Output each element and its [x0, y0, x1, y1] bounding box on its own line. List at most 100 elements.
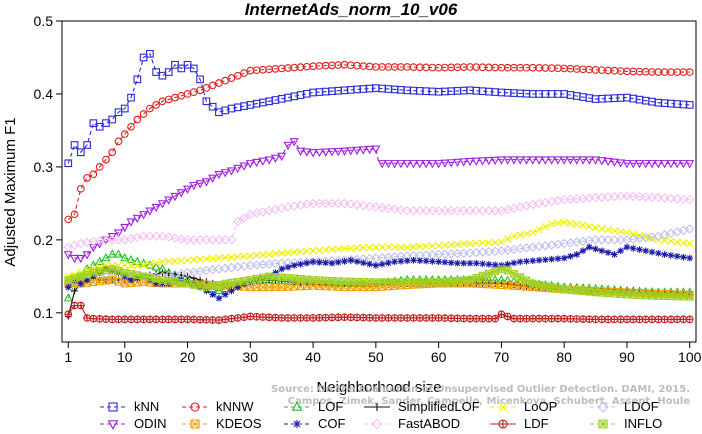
- legend-label: COF: [318, 416, 346, 431]
- data-point: [265, 272, 273, 281]
- data-point: [579, 247, 587, 255]
- data-point: [453, 277, 462, 285]
- data-point: [623, 315, 631, 324]
- data-point: [233, 164, 243, 174]
- legend-item: INFLO: [590, 416, 662, 431]
- data-point: [127, 261, 135, 270]
- data-point: [397, 243, 405, 251]
- data-point: [491, 261, 499, 269]
- data-point: [390, 160, 400, 169]
- data-point: [371, 418, 383, 430]
- data-point: [603, 235, 613, 245]
- data-point: [472, 239, 480, 247]
- data-point: [107, 235, 117, 245]
- legend-item: KDEOS: [182, 416, 262, 431]
- data-point: [509, 156, 519, 165]
- data-point: [283, 141, 293, 151]
- data-point: [466, 276, 474, 284]
- data-point: [566, 315, 575, 323]
- legend-label: SimplifiedLOF: [398, 399, 480, 414]
- data-point: [165, 257, 173, 266]
- data-point: [685, 101, 694, 109]
- data-point: [616, 159, 626, 168]
- data-point: [152, 274, 161, 283]
- data-point: [320, 198, 331, 209]
- data-point: [327, 148, 337, 157]
- data-point: [183, 315, 192, 324]
- data-point: [220, 169, 230, 178]
- data-point: [303, 259, 311, 267]
- data-point: [597, 315, 606, 324]
- data-point: [146, 273, 154, 282]
- data-point: [485, 314, 493, 323]
- series-inflo: [64, 265, 694, 301]
- data-point: [647, 160, 657, 169]
- data-point: [353, 258, 361, 265]
- data-point: [215, 79, 223, 87]
- data-point: [152, 259, 160, 267]
- data-point: [510, 314, 518, 323]
- data-point: [214, 171, 224, 180]
- data-point: [101, 253, 111, 262]
- data-point: [246, 312, 255, 321]
- data-point: [95, 267, 104, 276]
- data-point: [447, 277, 456, 286]
- data-point: [567, 252, 574, 260]
- data-point: [339, 198, 350, 209]
- data-point: [328, 313, 336, 322]
- data-point: [346, 313, 355, 322]
- data-point: [70, 141, 79, 149]
- data-point: [497, 238, 506, 246]
- legend-item: LoOP: [490, 399, 557, 414]
- chart-title: InternetAds_norm_10_v06: [245, 0, 458, 19]
- data-point: [446, 205, 456, 216]
- y-tick-label: 0.3: [34, 159, 54, 175]
- data-point: [421, 160, 431, 169]
- data-point: [220, 235, 230, 245]
- data-point: [234, 253, 242, 261]
- data-point: [64, 215, 73, 224]
- data-point: [372, 262, 380, 269]
- data-point: [441, 277, 449, 286]
- data-point: [391, 258, 398, 266]
- data-point: [372, 314, 380, 322]
- data-point: [660, 292, 669, 301]
- data-point: [659, 193, 670, 203]
- data-point: [560, 254, 568, 262]
- data-point: [89, 170, 98, 179]
- data-point: [673, 252, 681, 260]
- data-point: [541, 314, 550, 323]
- data-point: [358, 146, 368, 155]
- data-point: [95, 122, 104, 131]
- data-point: [415, 205, 425, 216]
- data-point: [554, 314, 562, 323]
- data-point: [69, 278, 80, 287]
- legend-label: ODIN: [134, 416, 167, 431]
- data-point: [634, 191, 645, 202]
- data-point: [102, 119, 110, 127]
- data-point: [126, 218, 136, 227]
- data-point: [114, 137, 123, 146]
- data-point: [290, 248, 298, 256]
- data-point: [497, 265, 506, 273]
- data-point: [383, 160, 393, 169]
- data-point: [234, 283, 242, 291]
- x-tick-label: 40: [305, 349, 321, 365]
- data-point: [673, 315, 682, 324]
- data-point: [591, 156, 601, 165]
- x-tick-label: 10: [117, 349, 133, 365]
- data-point: [634, 160, 645, 169]
- data-point: [434, 160, 444, 169]
- data-point: [327, 198, 337, 209]
- data-point: [334, 245, 342, 253]
- data-point: [389, 204, 400, 214]
- data-point: [202, 84, 211, 92]
- data-point: [189, 181, 199, 191]
- data-point: [503, 235, 512, 243]
- data-point: [685, 315, 694, 324]
- data-point: [328, 277, 336, 285]
- data-point: [510, 259, 518, 267]
- data-point: [309, 314, 317, 322]
- data-point: [598, 247, 606, 255]
- data-point: [171, 277, 179, 286]
